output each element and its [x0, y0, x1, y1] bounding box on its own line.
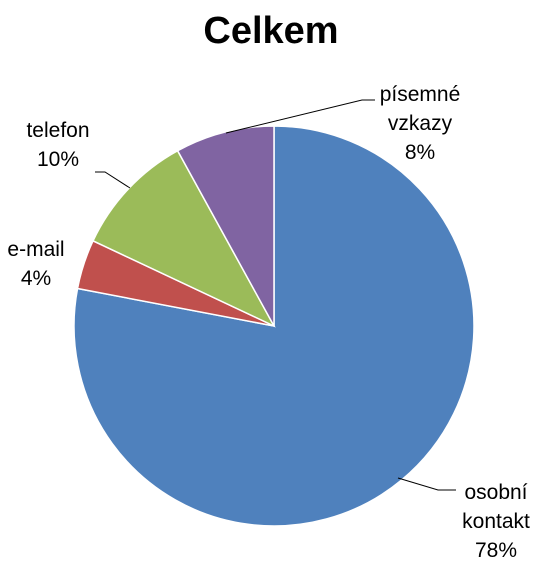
leader-line	[397, 477, 456, 491]
category-label: osobní kontakt	[462, 481, 530, 533]
data-label: e-mail 4%	[1, 235, 71, 293]
value-label: 10%	[36, 148, 80, 171]
category-label: e-mail	[7, 238, 65, 261]
value-label: 8%	[404, 141, 436, 164]
chart-title: Celkem	[203, 10, 339, 52]
category-label: písemné vzkazy	[379, 83, 461, 135]
data-label: telefon 10%	[8, 116, 108, 174]
value-label: 4%	[20, 267, 52, 290]
leader-line	[95, 171, 131, 189]
data-label: osobní kontakt 78%	[446, 478, 542, 563]
category-label: telefon	[26, 119, 90, 142]
data-label: písemné vzkazy 8%	[365, 80, 475, 167]
value-label: 78%	[474, 539, 518, 562]
pie-slice	[176, 125, 275, 327]
pie-slice	[92, 149, 276, 328]
leader-line	[225, 99, 375, 134]
